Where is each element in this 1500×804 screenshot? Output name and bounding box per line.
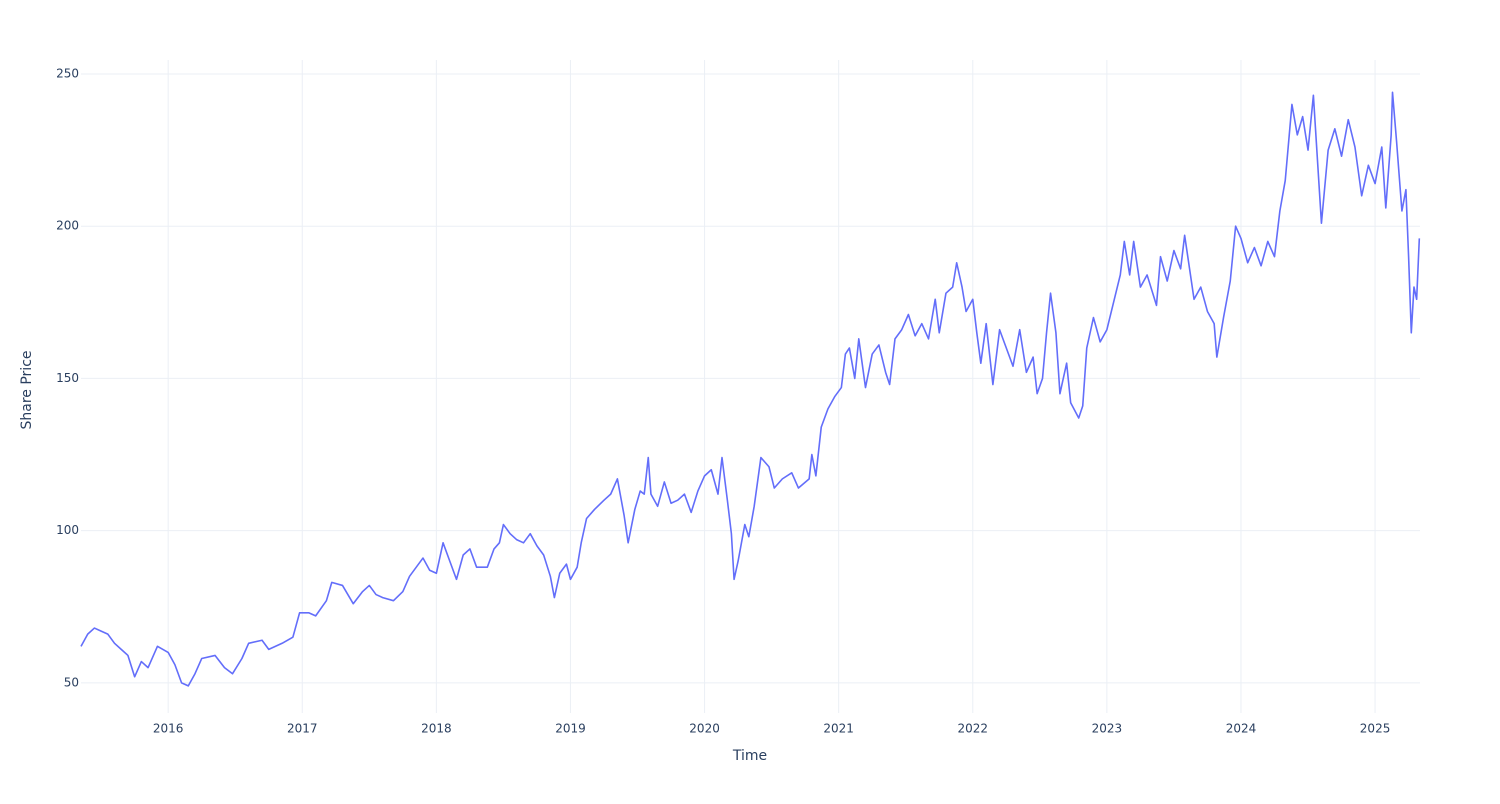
y-tick-label: 100 xyxy=(56,523,79,537)
x-tick-label: 2020 xyxy=(689,722,720,736)
price-line xyxy=(80,91,1421,687)
x-tick-label: 2023 xyxy=(1092,722,1123,736)
x-tick-label: 2025 xyxy=(1360,722,1391,736)
x-tick-label: 2018 xyxy=(421,722,452,736)
x-tick-label: 2022 xyxy=(957,722,988,736)
x-tick-label: 2016 xyxy=(153,722,184,736)
y-tick-label: 50 xyxy=(64,675,79,689)
x-tick-label: 2017 xyxy=(287,722,318,736)
y-tick-label: 150 xyxy=(56,371,79,385)
y-tick-label: 250 xyxy=(56,67,79,81)
y-axis-title: Share Price xyxy=(19,350,35,429)
x-axis-title: Time xyxy=(732,748,767,764)
x-tick-label: 2024 xyxy=(1226,722,1257,736)
x-tick-label: 2019 xyxy=(555,722,586,736)
x-tick-label: 2021 xyxy=(823,722,854,736)
y-tick-label: 200 xyxy=(56,219,79,233)
